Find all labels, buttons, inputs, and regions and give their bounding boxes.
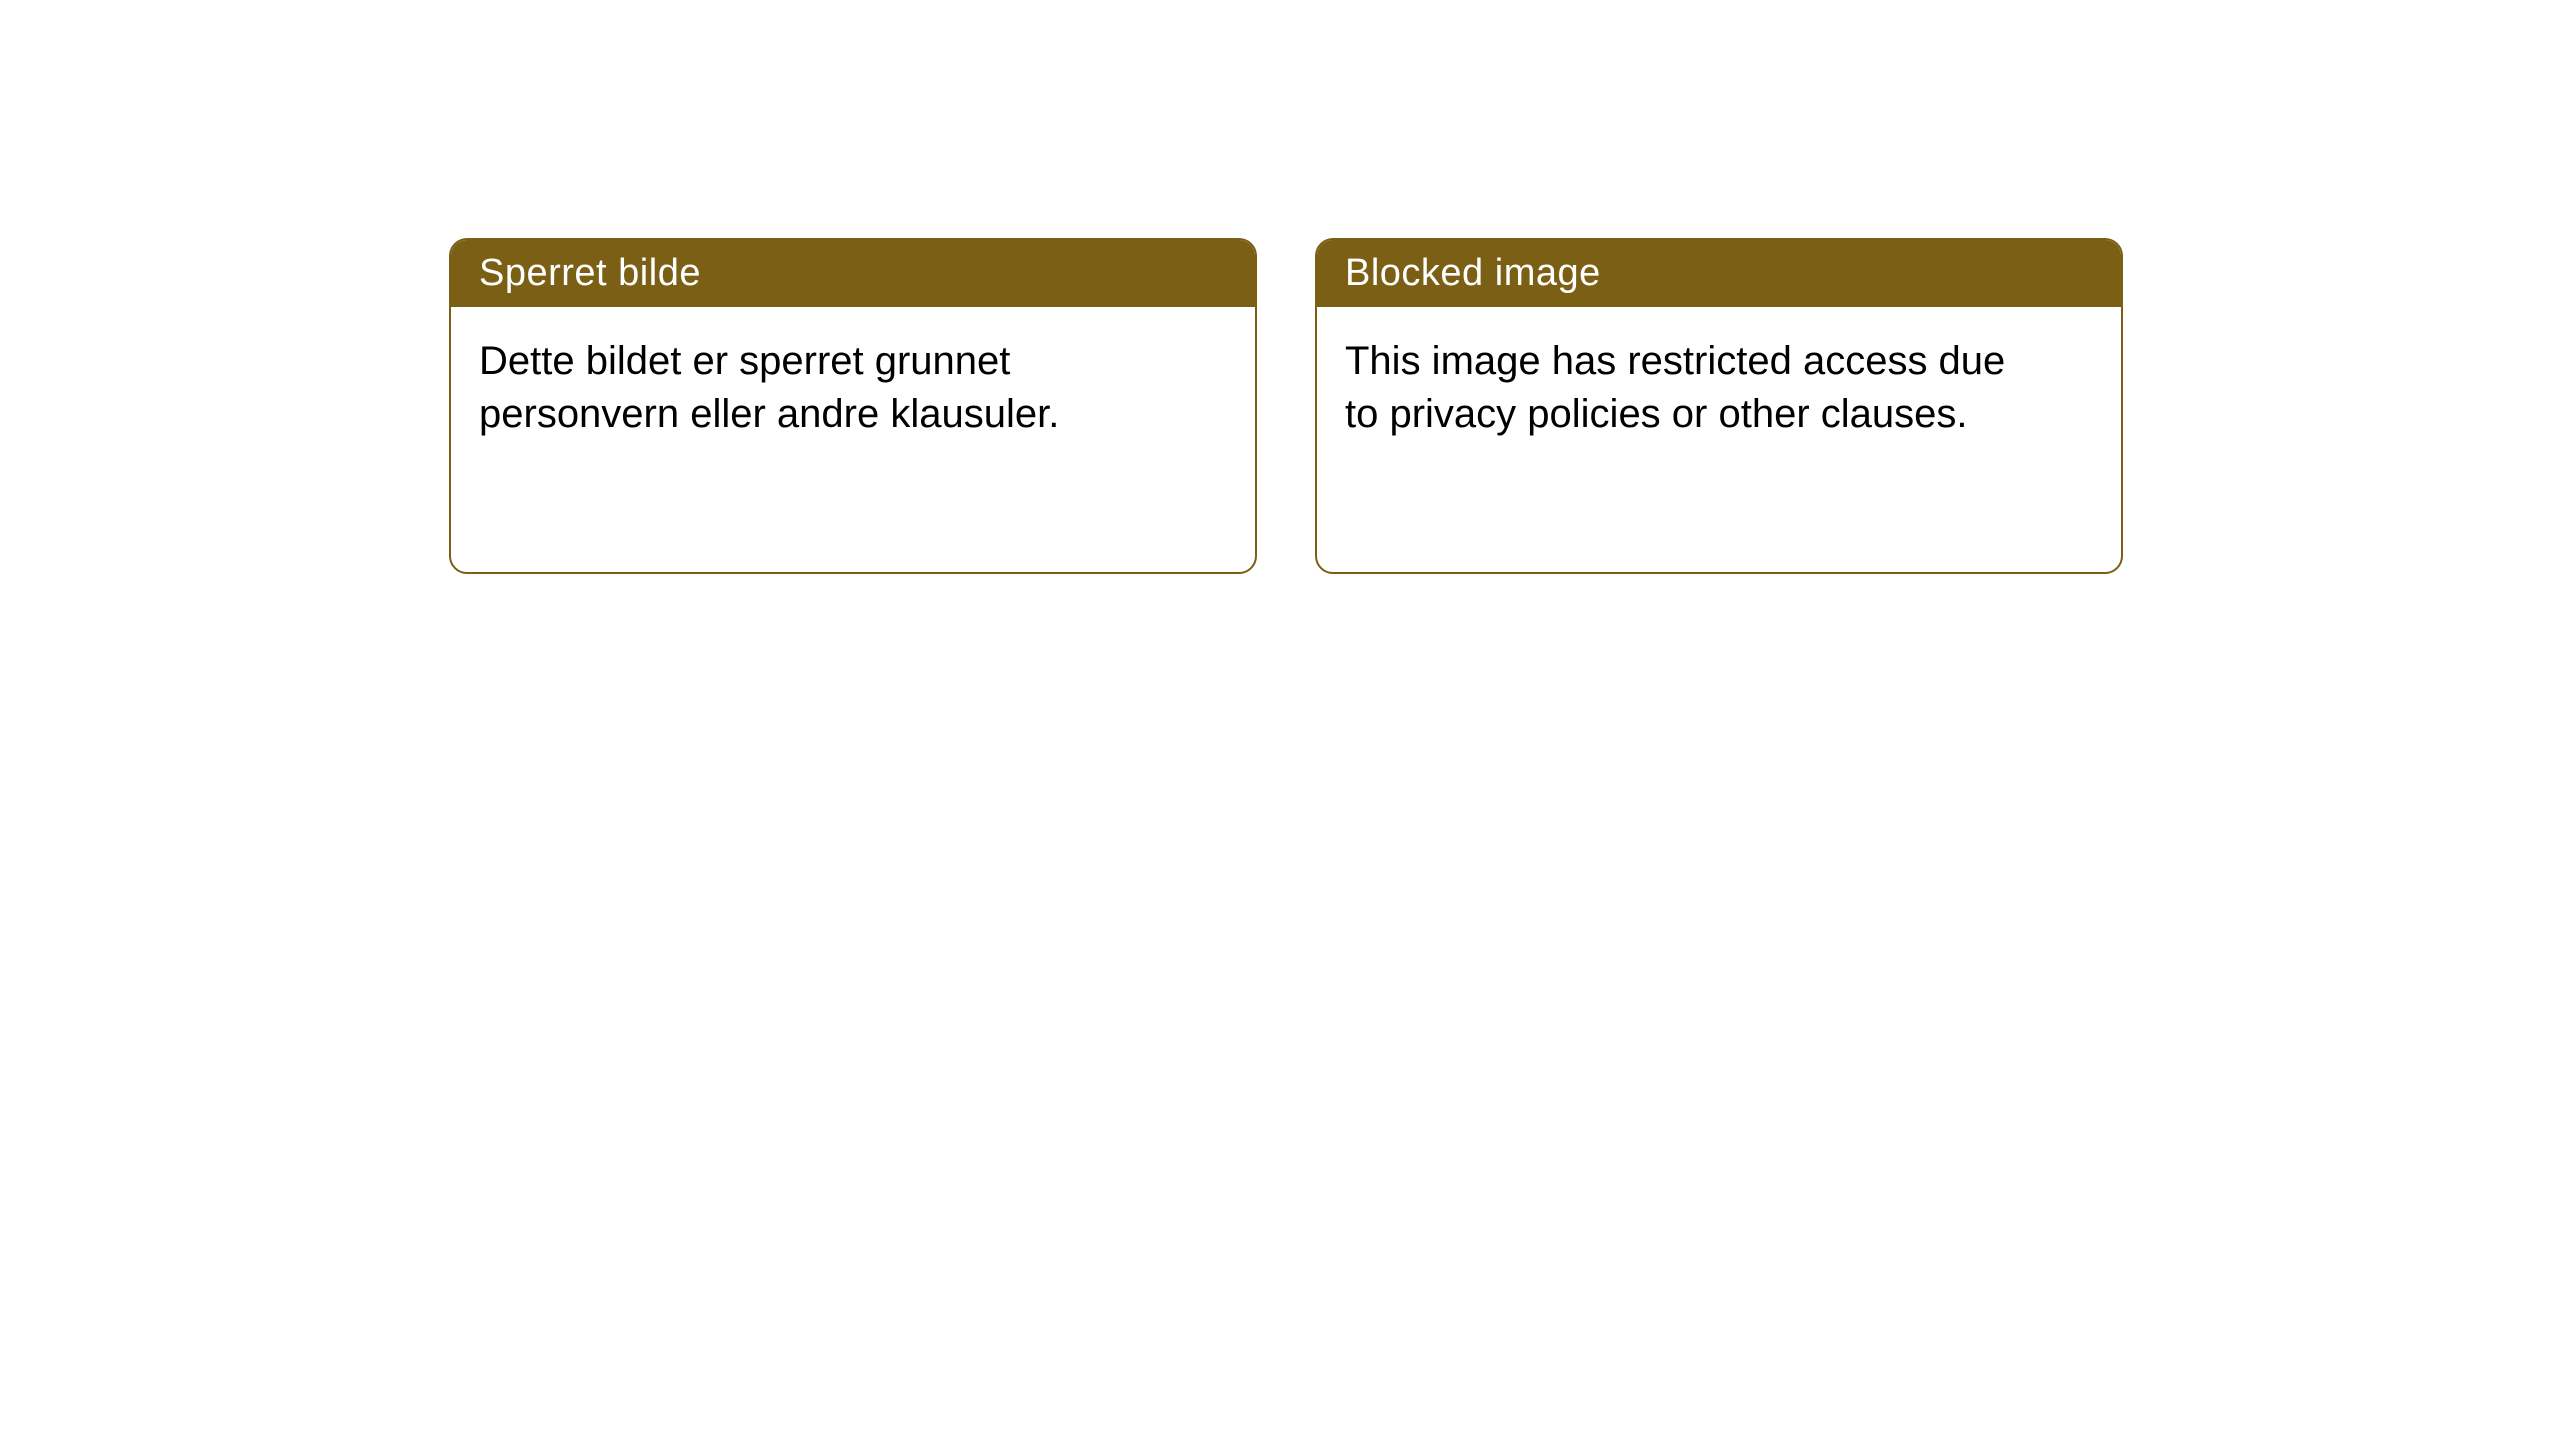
notice-card-english: Blocked image This image has restricted … — [1315, 238, 2123, 574]
notice-container: Sperret bilde Dette bildet er sperret gr… — [0, 0, 2560, 574]
notice-body-norwegian: Dette bildet er sperret grunnet personve… — [451, 307, 1171, 469]
notice-card-norwegian: Sperret bilde Dette bildet er sperret gr… — [449, 238, 1257, 574]
notice-title-norwegian: Sperret bilde — [451, 240, 1255, 307]
notice-body-english: This image has restricted access due to … — [1317, 307, 2037, 469]
notice-title-english: Blocked image — [1317, 240, 2121, 307]
